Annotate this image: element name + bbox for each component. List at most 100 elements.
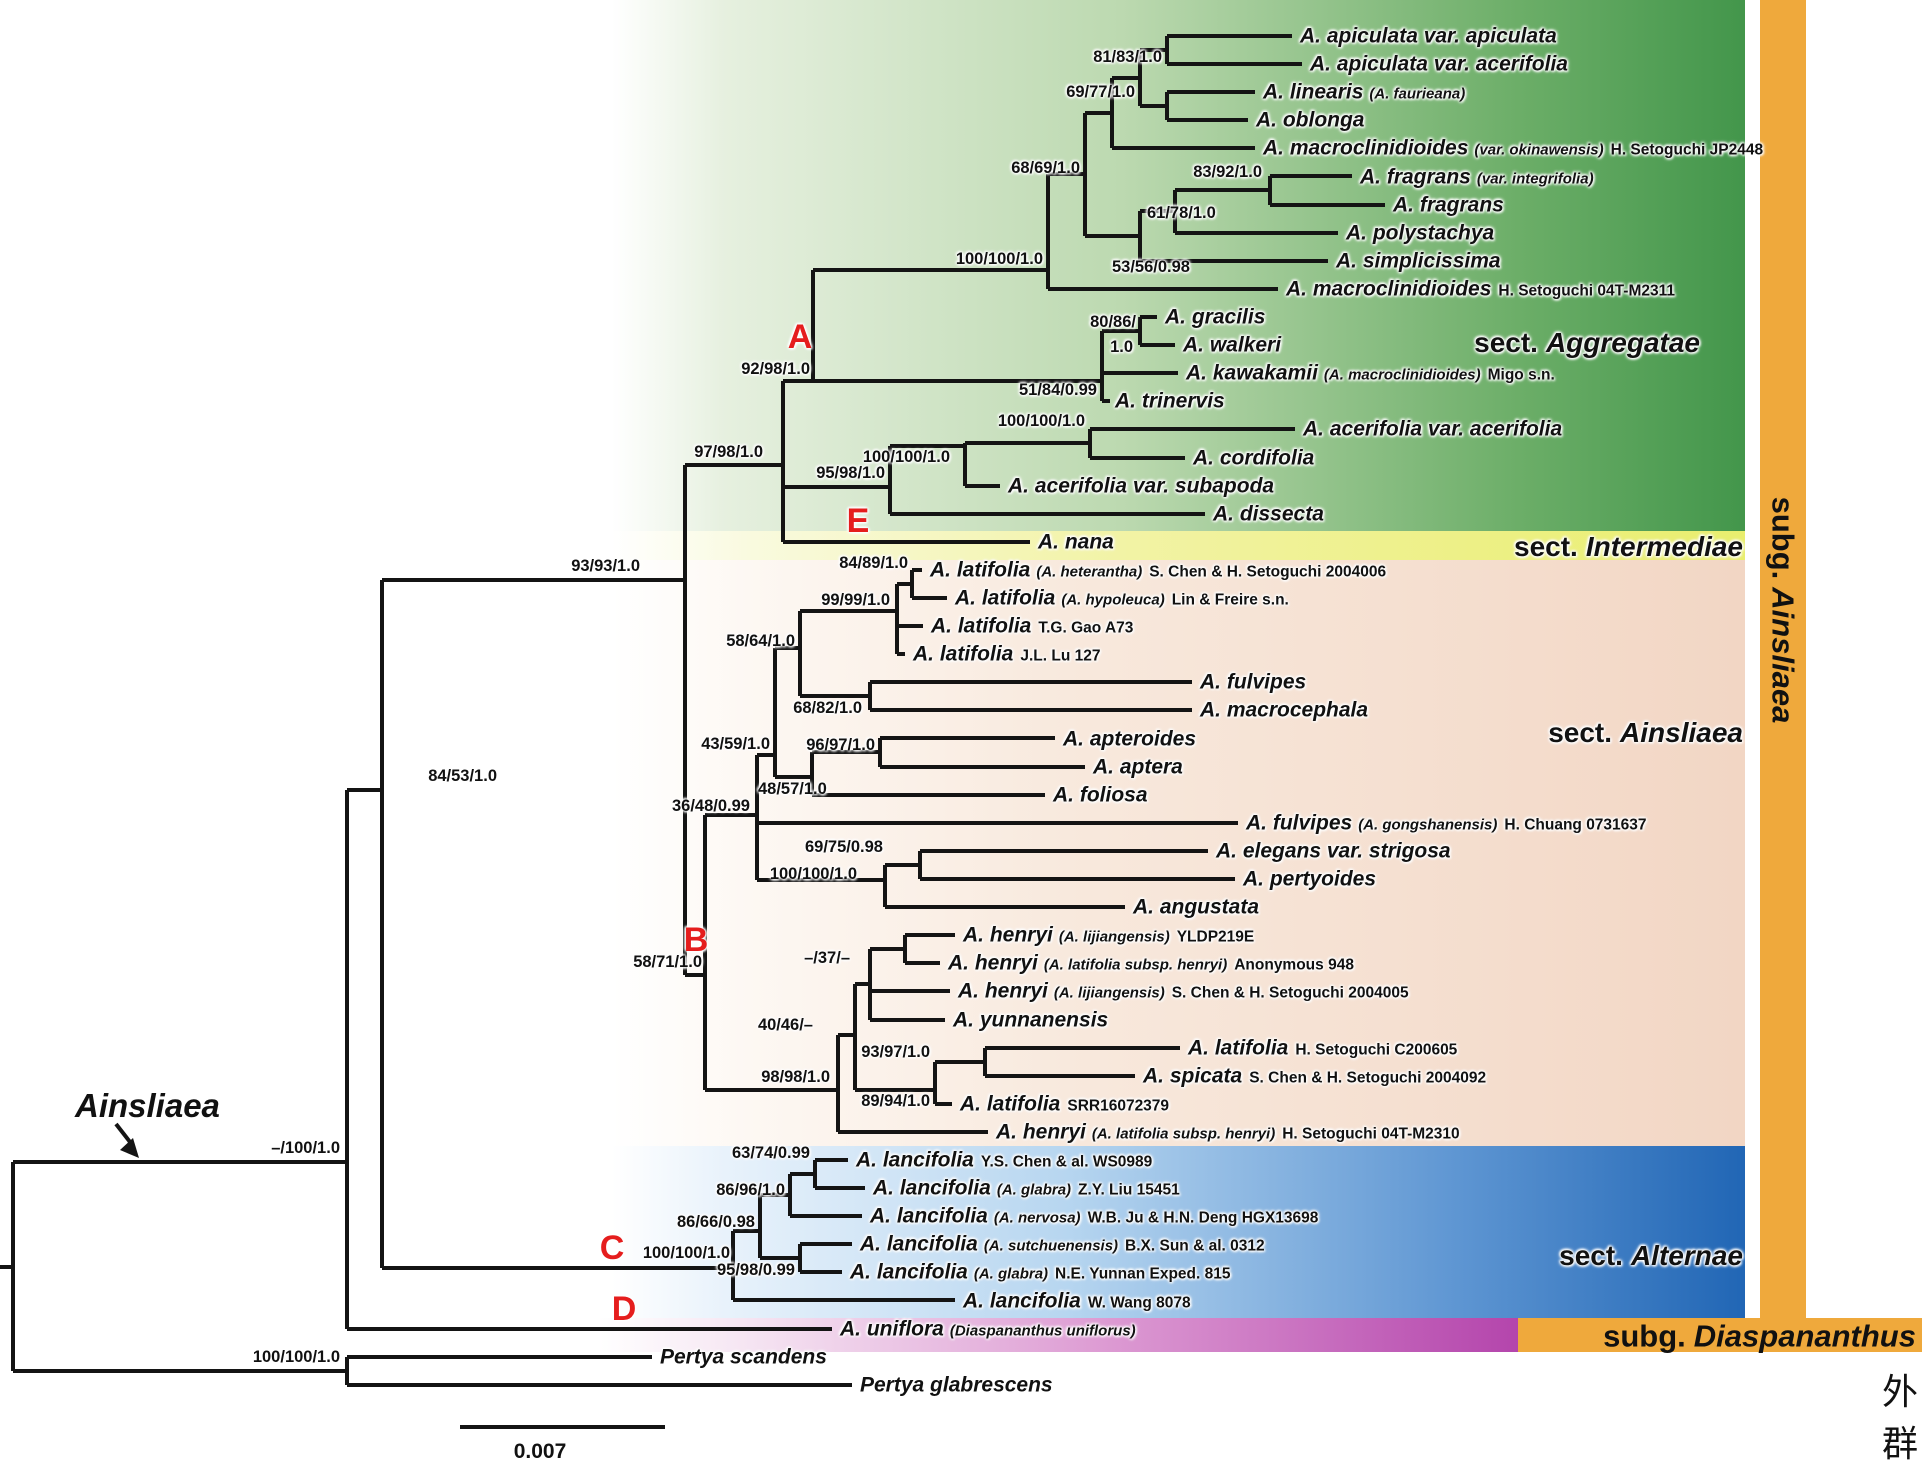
tip-main-name: A. fragrans bbox=[1360, 165, 1471, 189]
tip-main-name: A. elegans var. strigosa bbox=[1216, 839, 1451, 863]
tip-main-name: A. macroclinidioides bbox=[1286, 277, 1492, 301]
tip-voucher: Z.Y. Liu 15451 bbox=[1078, 1181, 1180, 1199]
tip-label: A. lancifolia (A. nervosa) W.B. Ju & H.N. … bbox=[870, 1206, 1318, 1227]
subgenus-name: Diaspananthus bbox=[1693, 1318, 1916, 1354]
subgenus-label-diaspananthus: subg. Diaspananthus bbox=[1603, 1321, 1916, 1352]
tip-label: A. henryi (A. lijiangensis) YLDP219E bbox=[963, 925, 1254, 946]
tip-voucher: H. Setoguchi 04T-M2310 bbox=[1282, 1125, 1460, 1143]
outgroup-label: 外群 bbox=[1881, 1371, 1918, 1464]
tip-voucher: S. Chen & H. Setoguchi 2004092 bbox=[1249, 1069, 1487, 1087]
tip-label: A. acerifolia var. subapoda bbox=[1008, 476, 1274, 497]
tip-main-name: A. henryi bbox=[948, 951, 1038, 975]
tip-main-name: A. yunnanensis bbox=[953, 1008, 1109, 1032]
tip-label: A. trinervis bbox=[1115, 391, 1225, 412]
tip-main-name: A. uniflora bbox=[840, 1317, 944, 1341]
tip-voucher: B.X. Sun & al. 0312 bbox=[1125, 1237, 1265, 1255]
tip-label: A. apteroides bbox=[1063, 729, 1196, 750]
tip-synonym: (A. nervosa) bbox=[993, 1209, 1081, 1227]
tip-main-name: A. lancifolia bbox=[860, 1232, 978, 1256]
section-prefix: sect. bbox=[1548, 717, 1613, 748]
tip-label: A. fragrans bbox=[1393, 195, 1504, 216]
tip-voucher: T.G. Gao A73 bbox=[1038, 619, 1134, 637]
tip-synonym: (A. glabra) bbox=[996, 1181, 1072, 1199]
band-subg-ainsliaea-bar bbox=[1760, 0, 1806, 1318]
tip-label: A. fragrans (var. integrifolia) bbox=[1360, 167, 1594, 188]
tip-synonym: (var. okinawensis) bbox=[1474, 141, 1604, 159]
band-subg-diaspananthus bbox=[598, 1318, 1518, 1352]
support-value: 36/48/0.99 bbox=[672, 796, 750, 815]
support-value: 1.0 bbox=[1110, 337, 1133, 356]
tip-label: A. latifolia (A. heterantha) S. Chen & H. … bbox=[930, 560, 1386, 581]
tip-label: A. lancifolia (A. glabra) N.E. Yunnan Expe… bbox=[850, 1262, 1231, 1283]
scale-bar-value: 0.007 bbox=[513, 1440, 567, 1463]
tip-voucher: Y.S. Chen & al. WS0989 bbox=[980, 1153, 1153, 1171]
clade-letter-D: D bbox=[611, 1290, 637, 1328]
section-name: Aggregatae bbox=[1545, 327, 1700, 358]
clade-letter-A: A bbox=[787, 318, 813, 356]
support-value: 86/96/1.0 bbox=[716, 1180, 785, 1199]
support-value: 92/98/1.0 bbox=[741, 359, 810, 378]
support-value: 40/46/– bbox=[757, 1015, 813, 1034]
tip-main-name: A. macroclinidioides bbox=[1263, 136, 1469, 160]
section-label-ainsliaea: sect. Ainsliaea bbox=[1548, 719, 1743, 747]
tip-synonym: (A. heterantha) bbox=[1036, 563, 1143, 581]
tip-main-name: A. latifolia bbox=[1188, 1036, 1289, 1060]
tip-main-name: A. fulvipes bbox=[1200, 670, 1307, 694]
support-value: 99/99/1.0 bbox=[821, 590, 890, 609]
support-value: 69/75/0.98 bbox=[805, 837, 883, 856]
tip-main-name: A. apteroides bbox=[1063, 727, 1197, 751]
tip-main-name: Pertya scandens bbox=[660, 1345, 827, 1369]
band-sect-aggregatae bbox=[612, 0, 1745, 531]
tip-label: A. angustata bbox=[1133, 897, 1259, 918]
tip-synonym: (A. lijiangensis) bbox=[1053, 984, 1165, 1002]
tip-main-name: A. foliosa bbox=[1053, 783, 1148, 807]
section-label-alternae: sect. Alternae bbox=[1559, 1242, 1743, 1270]
subgenus-prefix: subg. bbox=[1765, 496, 1801, 580]
tip-voucher: H. Setoguchi JP2448 bbox=[1610, 141, 1764, 159]
tip-synonym: (A. hypoleuca) bbox=[1061, 591, 1165, 609]
tip-synonym: (Diaspananthus uniflorus) bbox=[949, 1322, 1136, 1340]
support-value: 53/56/0.98 bbox=[1112, 257, 1190, 276]
subgenus-name: Ainsliaea bbox=[1765, 587, 1801, 724]
tip-label: A. linearis (A. faurieana) bbox=[1263, 82, 1465, 103]
tip-voucher: Anonymous 948 bbox=[1234, 956, 1354, 974]
support-value: 61/78/1.0 bbox=[1147, 203, 1216, 222]
band-sect-intermediae bbox=[612, 531, 1745, 560]
tip-synonym: (A. macroclinidioides) bbox=[1323, 366, 1481, 384]
support-value: 83/92/1.0 bbox=[1193, 162, 1262, 181]
tip-main-name: A. henryi bbox=[958, 979, 1048, 1003]
section-prefix: sect. bbox=[1474, 327, 1538, 358]
tip-label: A. macrocephala bbox=[1200, 700, 1368, 721]
tip-label: A. aptera bbox=[1093, 757, 1183, 778]
tip-label: A. foliosa bbox=[1053, 785, 1148, 806]
tip-main-name: A. fulvipes bbox=[1246, 811, 1353, 835]
tip-label: A. fulvipes (A. gongshanensis) H. Chuang 0… bbox=[1246, 813, 1647, 834]
tip-main-name: A. lancifolia bbox=[856, 1148, 974, 1172]
tip-main-name: A. spicata bbox=[1143, 1064, 1243, 1088]
section-name: Intermediae bbox=[1585, 531, 1743, 562]
tip-label: A. simplicissima bbox=[1336, 251, 1501, 272]
tip-label: A. latifolia (A. hypoleuca) Lin & Freire s… bbox=[955, 588, 1289, 609]
tip-label: A. elegans var. strigosa bbox=[1216, 841, 1451, 862]
clade-letter-B: B bbox=[683, 921, 709, 959]
support-value: 100/100/1.0 bbox=[252, 1347, 340, 1366]
section-name: Ainsliaea bbox=[1620, 717, 1743, 748]
tip-label: A. henryi (A. lijiangensis) S. Chen & H. S… bbox=[958, 981, 1409, 1002]
support-value: 43/59/1.0 bbox=[701, 734, 770, 753]
tip-main-name: A. apiculata var. acerifolia bbox=[1310, 52, 1568, 76]
tip-label: A. latifolia J.L. Lu 127 bbox=[913, 644, 1100, 665]
tip-main-name: A. latifolia bbox=[931, 614, 1032, 638]
tip-label: A. macroclinidioides H. Setoguchi 04T-M23… bbox=[1286, 279, 1675, 300]
tip-label: A. cordifolia bbox=[1193, 448, 1314, 469]
tip-main-name: A. oblonga bbox=[1256, 108, 1365, 132]
support-value: 81/83/1.0 bbox=[1093, 47, 1162, 66]
tip-label: A. kawakamii (A. macroclinidioides) Migo s… bbox=[1186, 363, 1555, 384]
tip-main-name: A. nana bbox=[1038, 530, 1114, 554]
tip-synonym: (A. glabra) bbox=[973, 1265, 1049, 1283]
tip-main-name: A. dissecta bbox=[1213, 502, 1324, 526]
tip-voucher: Lin & Freire s.n. bbox=[1171, 591, 1289, 609]
support-value: 51/84/0.99 bbox=[1019, 380, 1097, 399]
tip-voucher: H. Setoguchi C200605 bbox=[1295, 1041, 1458, 1059]
tip-synonym: (A. lijiangensis) bbox=[1058, 928, 1170, 946]
subgenus-label-ainsliaea: subg. Ainsliaea bbox=[1765, 496, 1801, 724]
